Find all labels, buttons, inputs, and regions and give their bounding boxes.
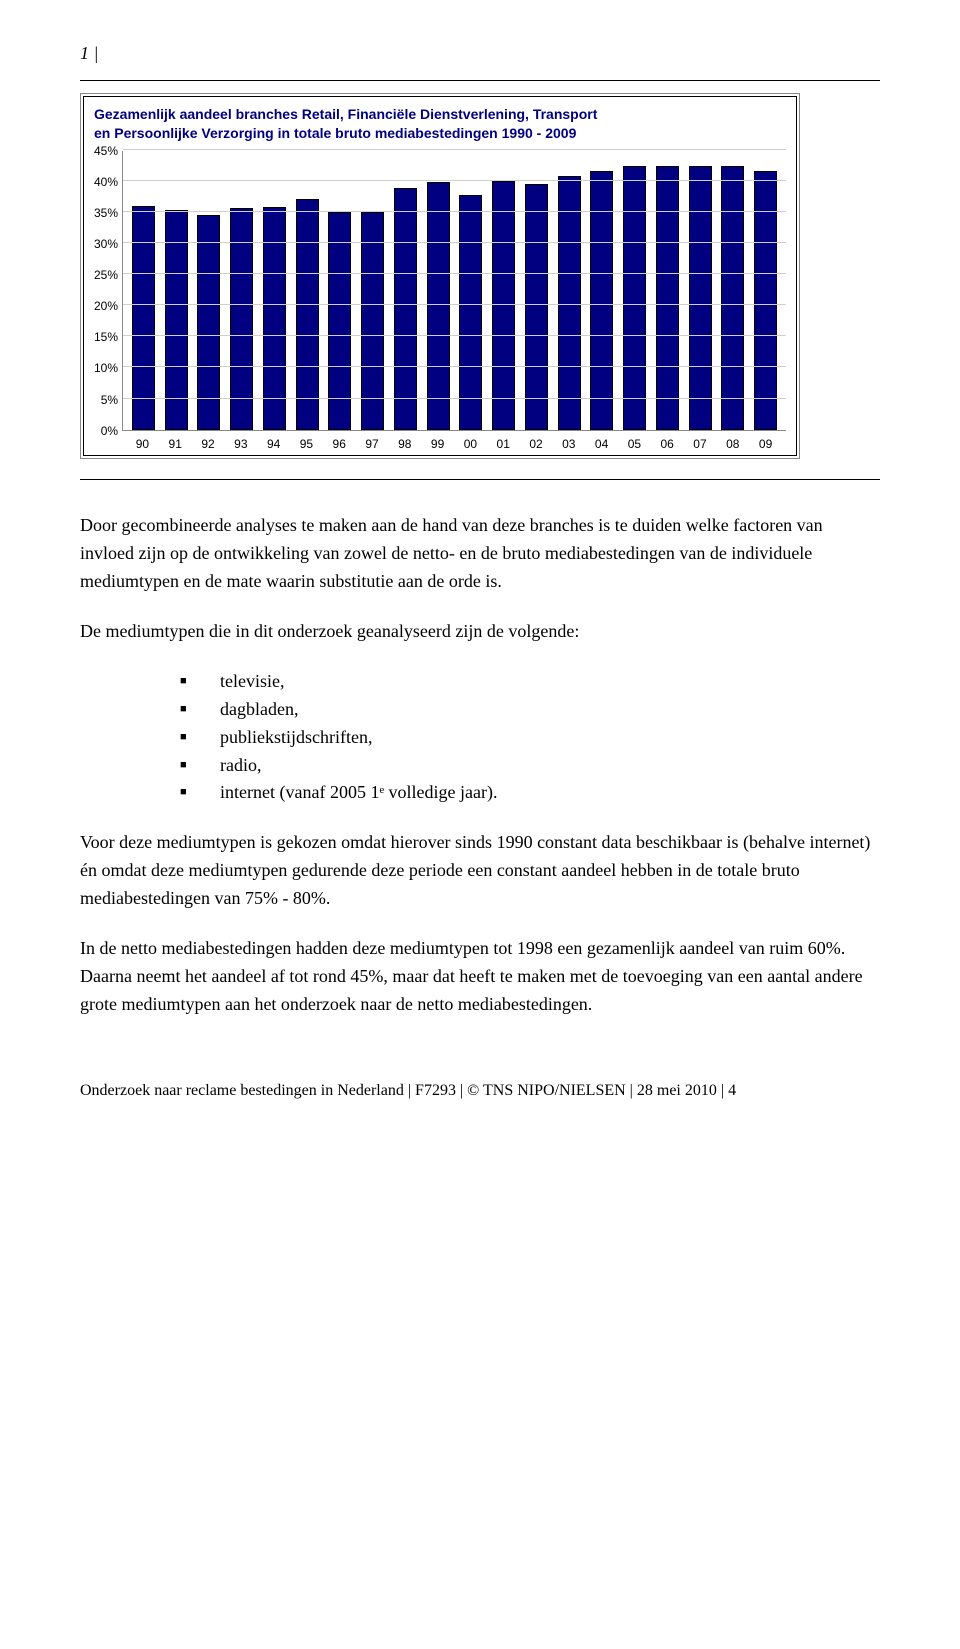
page-footer: Onderzoek naar reclame bestedingen in Ne… — [80, 1079, 880, 1104]
paragraph-2: De mediumtypen die in dit onderzoek gean… — [80, 618, 880, 646]
x-tick-label: 00 — [454, 435, 487, 454]
bar-slot — [356, 151, 389, 430]
bar — [689, 166, 712, 429]
x-tick-label: 98 — [388, 435, 421, 454]
chart-bars — [123, 151, 786, 430]
bar-slot — [586, 151, 619, 430]
bar — [721, 166, 744, 429]
bar — [230, 208, 253, 430]
grid-line — [123, 149, 786, 150]
bar-slot — [487, 151, 520, 430]
chart-plot-wrapper: 9091929394959697989900010203040506070809 — [122, 151, 786, 454]
bar-slot — [618, 151, 651, 430]
x-tick-label: 96 — [323, 435, 356, 454]
x-tick-label: 92 — [192, 435, 225, 454]
bar — [656, 166, 679, 429]
chart-area: 45%40%35%30%25%20%15%10%5%0% 90919293949… — [94, 151, 786, 454]
x-tick-label: 08 — [716, 435, 749, 454]
grid-line — [123, 398, 786, 399]
chart-x-axis: 9091929394959697989900010203040506070809 — [122, 431, 786, 454]
bar-slot — [127, 151, 160, 430]
bar-slot — [455, 151, 488, 430]
list-item: radio, — [180, 752, 880, 780]
body-text: Door gecombineerde analyses te maken aan… — [80, 479, 880, 1018]
paragraph-1: Door gecombineerde analyses te maken aan… — [80, 512, 880, 596]
grid-line — [123, 180, 786, 181]
x-tick-label: 06 — [651, 435, 684, 454]
chart-title-line2: en Persoonlijke Verzorging in totale bru… — [94, 125, 576, 141]
x-tick-label: 93 — [224, 435, 257, 454]
x-tick-label: 02 — [520, 435, 553, 454]
bar-slot — [324, 151, 357, 430]
bar — [263, 207, 286, 430]
bar — [459, 195, 482, 430]
list-item: internet (vanaf 2005 1ᵉ volledige jaar). — [180, 779, 880, 807]
chart-title: Gezamenlijk aandeel branches Retail, Fin… — [94, 105, 786, 143]
grid-line — [123, 304, 786, 305]
bar-slot — [225, 151, 258, 430]
x-tick-label: 09 — [749, 435, 782, 454]
paragraph-3: Voor deze mediumtypen is gekozen omdat h… — [80, 829, 880, 913]
bar-slot — [291, 151, 324, 430]
grid-line — [123, 366, 786, 367]
bar — [427, 182, 450, 430]
x-tick-label: 07 — [684, 435, 717, 454]
bar-slot — [520, 151, 553, 430]
x-tick-label: 97 — [356, 435, 389, 454]
grid-line — [123, 242, 786, 243]
x-tick-label: 94 — [257, 435, 290, 454]
x-tick-label: 01 — [487, 435, 520, 454]
x-tick-label: 90 — [126, 435, 159, 454]
chart-container-outer: Gezamenlijk aandeel branches Retail, Fin… — [80, 93, 800, 459]
list-item: televisie, — [180, 668, 880, 696]
bar — [132, 206, 155, 430]
list-item: dagbladen, — [180, 696, 880, 724]
bar-slot — [684, 151, 717, 430]
list-item: publiekstijdschriften, — [180, 724, 880, 752]
bar — [492, 181, 515, 430]
chart-container: Gezamenlijk aandeel branches Retail, Fin… — [83, 96, 797, 456]
grid-line — [123, 273, 786, 274]
bar-slot — [651, 151, 684, 430]
bar — [525, 184, 548, 430]
bar-slot — [717, 151, 750, 430]
x-tick-label: 04 — [585, 435, 618, 454]
bar-slot — [389, 151, 422, 430]
bar-slot — [553, 151, 586, 430]
chart-y-axis: 45%40%35%30%25%20%15%10%5%0% — [94, 151, 122, 431]
bar-slot — [749, 151, 782, 430]
x-tick-label: 91 — [159, 435, 192, 454]
bar — [558, 176, 581, 429]
chart-title-line1: Gezamenlijk aandeel branches Retail, Fin… — [94, 106, 597, 122]
bar — [623, 166, 646, 429]
grid-line — [123, 211, 786, 212]
bar-slot — [258, 151, 291, 430]
bar — [394, 188, 417, 429]
chart-plot — [122, 151, 786, 431]
x-tick-label: 95 — [290, 435, 323, 454]
x-tick-label: 05 — [618, 435, 651, 454]
bar — [296, 199, 319, 429]
x-tick-label: 03 — [552, 435, 585, 454]
x-tick-label: 99 — [421, 435, 454, 454]
paragraph-4: In de netto mediabestedingen hadden deze… — [80, 935, 880, 1019]
bar-slot — [193, 151, 226, 430]
grid-line — [123, 335, 786, 336]
bar-slot — [422, 151, 455, 430]
page-header: 1 | — [80, 40, 880, 81]
mediumtypes-list: televisie,dagbladen,publiekstijdschrifte… — [80, 668, 880, 807]
bar-slot — [160, 151, 193, 430]
